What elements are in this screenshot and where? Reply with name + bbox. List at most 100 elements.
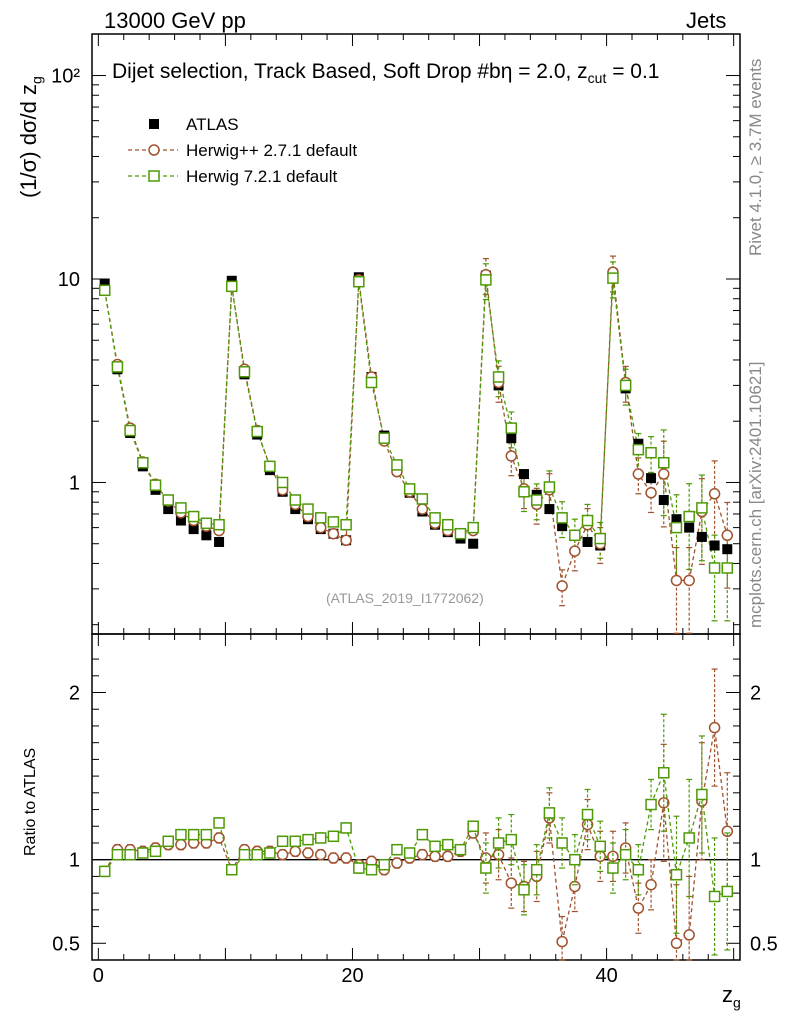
ratio-tick-label: 1 — [69, 850, 80, 872]
energy-label: 13000 GeV pp — [104, 8, 246, 33]
ratio-1-point — [429, 840, 441, 853]
legend-marker-1 — [148, 144, 160, 156]
ratio-tick-label-right: 0.5 — [750, 933, 778, 955]
ratio-0-point — [340, 852, 352, 864]
series-1-point — [670, 574, 683, 587]
rivet-label: Rivet 4.1.0, ≥ 3.7M events — [746, 58, 765, 256]
series-2-point — [124, 424, 136, 437]
ratio-1-point — [467, 820, 479, 833]
series-0-point — [557, 521, 568, 532]
ratio-1-point — [683, 832, 695, 844]
series-1-point — [416, 503, 429, 515]
series-2-point — [480, 274, 492, 286]
series-0-point — [684, 522, 695, 533]
legend — [128, 119, 178, 182]
series-2-point — [111, 361, 124, 373]
series-2-point — [619, 379, 632, 392]
series-2-point — [226, 280, 238, 293]
ratio-1-point — [175, 828, 187, 841]
ratio-1-point — [403, 847, 416, 859]
ratio-1-point — [226, 863, 238, 876]
series-0-point — [671, 514, 682, 525]
series-2-point — [302, 503, 314, 515]
series-2-point — [200, 517, 213, 530]
ratio-1-point — [187, 828, 200, 841]
ratio-1-point — [492, 837, 505, 849]
ratio-1-point — [111, 848, 124, 861]
series-2-point — [607, 272, 619, 284]
ratio-0-point — [416, 848, 429, 861]
y-axis-title-text: (1/σ) dσ/d z — [16, 84, 41, 198]
series-1-point — [683, 574, 695, 587]
ratio-1-point — [353, 862, 365, 874]
process-label: Jets — [686, 8, 727, 33]
ratio-0-point — [213, 832, 225, 844]
ratio-0-point — [708, 721, 721, 734]
ratio-0-point — [556, 935, 568, 948]
ratio-1-point — [518, 884, 530, 896]
ratio-1-point — [391, 843, 403, 856]
series-0-point — [468, 538, 479, 549]
ratio-1-point — [302, 833, 314, 846]
series-1-point — [721, 529, 734, 542]
ratio-1-point — [480, 862, 492, 874]
ratio-1-point — [251, 848, 263, 861]
ratio-0-point — [607, 850, 619, 863]
series-1-point — [556, 580, 568, 592]
series-1-point — [314, 521, 327, 534]
series-2-point — [658, 457, 670, 469]
series-2-point — [492, 371, 505, 383]
series-1-point — [340, 534, 352, 547]
series-2-point — [213, 518, 225, 531]
series-2-point — [505, 422, 518, 434]
chart-title: Dijet selection, Track Based, Soft Drop … — [112, 60, 660, 86]
series-2-point — [162, 494, 174, 506]
series-2-point — [416, 493, 429, 505]
ratio-1-point — [530, 863, 543, 876]
series-1-point — [327, 527, 340, 540]
series-0-point — [646, 473, 657, 484]
series-2-point — [429, 512, 441, 524]
series-0-point — [709, 540, 720, 551]
ratio-1-point — [556, 837, 568, 849]
analysis-label: (ATLAS_2019_I1772062) — [326, 590, 484, 606]
series-2-point — [378, 432, 390, 444]
legend-label-atlas: ATLAS — [186, 115, 239, 134]
series-0-point — [99, 278, 110, 289]
ratio-tick-label-right: 1 — [750, 850, 761, 872]
series-2-point — [149, 479, 162, 491]
y-axis-title: (1/σ) dσ/d zg — [16, 76, 44, 198]
ratio-1-point — [124, 848, 136, 861]
series-0-point — [658, 495, 669, 506]
series-0-point — [722, 544, 733, 555]
ratio-1-point — [696, 788, 708, 801]
series-2-point — [340, 518, 352, 531]
series-2-point — [696, 502, 708, 514]
series-2-point — [276, 476, 289, 489]
ratio-1-point — [98, 865, 111, 878]
series-2-point — [556, 512, 568, 524]
ratio-1-point — [378, 858, 390, 871]
series-2-point — [187, 510, 200, 523]
ratio-1-point — [238, 848, 251, 861]
ratio-1-point — [658, 767, 670, 779]
series-0-point — [544, 504, 555, 515]
ratio-plot-axes: 0 20 40 0.5 0.5 1 1 2 2 — [52, 633, 778, 987]
ratio-0-point — [442, 850, 454, 863]
ratio-1-point — [721, 885, 734, 898]
ratio-tick-label-right: 2 — [750, 683, 761, 705]
series-2-point — [264, 460, 276, 473]
series-2-point — [289, 494, 302, 506]
ratio-0-point — [569, 880, 581, 893]
series-2-point — [569, 529, 581, 542]
y-axis-title-sub: g — [28, 76, 45, 85]
series-0-point — [201, 530, 212, 541]
ratio-1-point — [619, 848, 632, 861]
ratio-1-point — [607, 862, 619, 874]
series-2-point — [530, 494, 543, 506]
chart-title-sub: cut — [587, 70, 607, 87]
series-2-point — [670, 521, 683, 534]
series-1-point — [645, 487, 657, 499]
ratio-0-point — [276, 848, 289, 861]
ratio-1-point — [137, 847, 149, 859]
